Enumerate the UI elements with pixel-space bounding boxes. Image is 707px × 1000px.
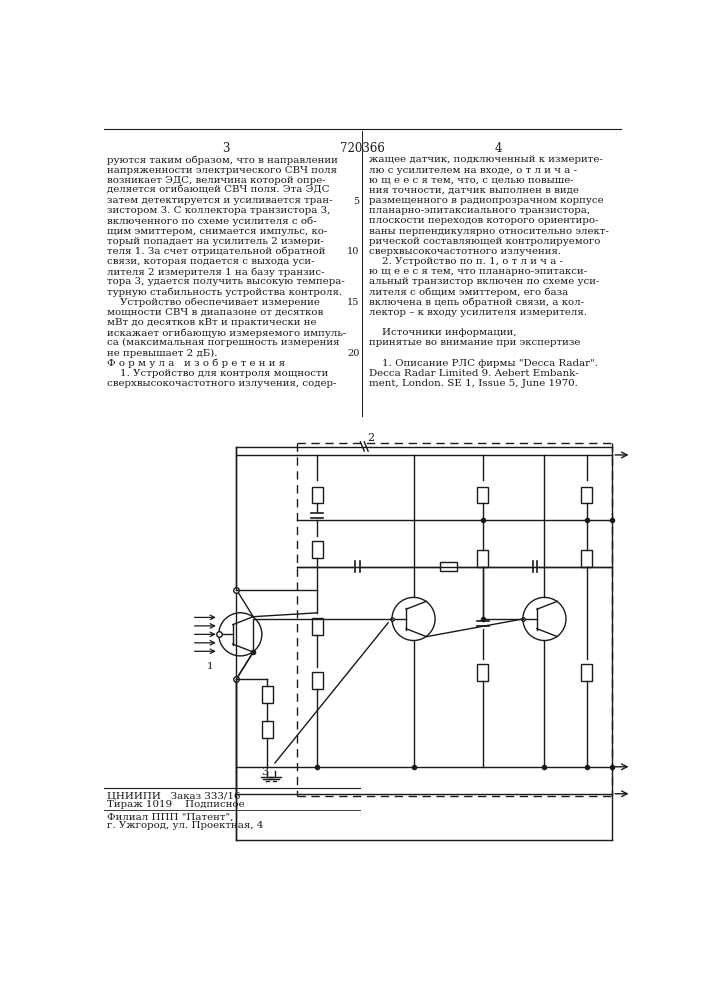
Text: зистором 3. С коллектора транзистора 3,: зистором 3. С коллектора транзистора 3,	[107, 206, 330, 215]
Text: лектор – к входу усилителя измерителя.: лектор – к входу усилителя измерителя.	[369, 308, 587, 317]
Text: Тираж 1019    Подписное: Тираж 1019 Подписное	[107, 800, 245, 809]
Text: Устройство обеспечивает измерение: Устройство обеспечивает измерение	[107, 298, 320, 307]
Text: 4: 4	[494, 142, 502, 155]
Bar	[312, 618, 322, 635]
Text: Ф о р м у л а   и з о б р е т е н и я: Ф о р м у л а и з о б р е т е н и я	[107, 359, 285, 368]
Text: принятые во внимание при экспертизе: принятые во внимание при экспертизе	[369, 338, 580, 347]
Text: лю с усилителем на входе, о т л и ч а -: лю с усилителем на входе, о т л и ч а -	[369, 166, 577, 175]
Bar	[262, 721, 273, 738]
Text: турную стабильность устройства контроля.: турную стабильность устройства контроля.	[107, 288, 342, 297]
Bar	[477, 664, 489, 681]
Text: альный транзистор включен по схеме уси-: альный транзистор включен по схеме уси-	[369, 277, 600, 286]
Text: ния точности, датчик выполнен в виде: ния точности, датчик выполнен в виде	[369, 186, 579, 195]
Text: сверхвысокочастотного излучения.: сверхвысокочастотного излучения.	[369, 247, 561, 256]
Text: 1. Устройство для контроля мощности: 1. Устройство для контроля мощности	[107, 369, 329, 378]
Bar	[312, 672, 322, 689]
Text: 3: 3	[222, 142, 229, 155]
Text: 20: 20	[347, 349, 360, 358]
Text: ваны перпендикулярно относительно элект-: ваны перпендикулярно относительно элект-	[369, 227, 609, 236]
Text: Филиал ППП "Патент",: Филиал ППП "Патент",	[107, 813, 233, 822]
Text: 1. Описание РЛС фирмы "Decca Radar".: 1. Описание РЛС фирмы "Decca Radar".	[369, 359, 597, 368]
Text: связи, которая подается с выхода уси-: связи, которая подается с выхода уси-	[107, 257, 315, 266]
Text: ment, London. SE 1, Issue 5, June 1970.: ment, London. SE 1, Issue 5, June 1970.	[369, 379, 578, 388]
Bar	[477, 550, 489, 567]
Text: щим эмиттером, снимается импульс, ко-: щим эмиттером, снимается импульс, ко-	[107, 227, 327, 236]
Text: Источники информации,: Источники информации,	[369, 328, 517, 337]
Bar	[440, 562, 457, 571]
Bar	[581, 664, 592, 681]
Text: 5: 5	[354, 197, 360, 206]
Text: 10: 10	[347, 247, 360, 256]
Bar	[262, 686, 273, 703]
Text: рической составляющей контролируемого: рической составляющей контролируемого	[369, 237, 600, 246]
Text: са (максимальная погрешность измерения: са (максимальная погрешность измерения	[107, 338, 339, 347]
Text: 2: 2	[368, 433, 375, 443]
Text: включенного по схеме усилителя с об-: включенного по схеме усилителя с об-	[107, 216, 317, 226]
Text: плоскости переходов которого ориентиро-: плоскости переходов которого ориентиро-	[369, 216, 598, 225]
Bar	[312, 541, 322, 558]
Bar	[581, 487, 592, 503]
Text: напряженности электрического СВЧ поля: напряженности электрического СВЧ поля	[107, 166, 337, 175]
Text: 3: 3	[261, 767, 268, 777]
Text: 2. Устройство по п. 1, о т л и ч а -: 2. Устройство по п. 1, о т л и ч а -	[369, 257, 563, 266]
Text: торый попадает на усилитель 2 измери-: торый попадает на усилитель 2 измери-	[107, 237, 324, 246]
Text: деляется огибающей СВЧ поля. Эта ЭДС: деляется огибающей СВЧ поля. Эта ЭДС	[107, 186, 329, 195]
Text: Decca Radar Limited 9. Aebert Embank-: Decca Radar Limited 9. Aebert Embank-	[369, 369, 578, 378]
Text: мВт до десятков кВт и практически не: мВт до десятков кВт и практически не	[107, 318, 317, 327]
Bar	[312, 487, 322, 503]
Text: жащее датчик, подключенный к измерите-: жащее датчик, подключенный к измерите-	[369, 155, 603, 164]
Bar	[477, 487, 489, 503]
Text: затем детектируется и усиливается тран-: затем детектируется и усиливается тран-	[107, 196, 333, 205]
Text: размещенного в радиопрозрачном корпусе: размещенного в радиопрозрачном корпусе	[369, 196, 604, 205]
Text: руются таким образом, что в направлении: руются таким образом, что в направлении	[107, 155, 338, 165]
Text: искажает огибающую измеряемого импуль-: искажает огибающую измеряемого импуль-	[107, 328, 346, 338]
Text: планарно-эпитаксиального транзистора,: планарно-эпитаксиального транзистора,	[369, 206, 590, 215]
Text: лителя с общим эмиттером, его база: лителя с общим эмиттером, его база	[369, 288, 568, 297]
Text: ЦНИИПИ   Заказ 333/16: ЦНИИПИ Заказ 333/16	[107, 791, 240, 800]
Text: сверхвысокочастотного излучения, содер-: сверхвысокочастотного излучения, содер-	[107, 379, 337, 388]
Text: 1: 1	[207, 662, 214, 671]
Text: ю щ е е с я тем, что планарно-эпитакси-: ю щ е е с я тем, что планарно-эпитакси-	[369, 267, 587, 276]
Bar	[581, 550, 592, 567]
Text: не превышает 2 дБ).: не превышает 2 дБ).	[107, 349, 218, 358]
Text: тора 3, удается получить высокую темпера-: тора 3, удается получить высокую темпера…	[107, 277, 345, 286]
Text: ю щ е е с я тем, что, с целью повыше-: ю щ е е с я тем, что, с целью повыше-	[369, 176, 573, 185]
Text: лителя 2 измерителя 1 на базу транзис-: лителя 2 измерителя 1 на базу транзис-	[107, 267, 325, 277]
Text: г. Ужгород, ул. Проектная, 4: г. Ужгород, ул. Проектная, 4	[107, 821, 264, 830]
Text: 15: 15	[347, 298, 360, 307]
Text: теля 1. За счет отрицательной обратной: теля 1. За счет отрицательной обратной	[107, 247, 326, 256]
Text: мощности СВЧ в диапазоне от десятков: мощности СВЧ в диапазоне от десятков	[107, 308, 323, 317]
Text: 720366: 720366	[339, 142, 385, 155]
Text: возникает ЭДС, величина которой опре-: возникает ЭДС, величина которой опре-	[107, 176, 326, 185]
Text: включена в цепь обратной связи, а кол-: включена в цепь обратной связи, а кол-	[369, 298, 584, 307]
